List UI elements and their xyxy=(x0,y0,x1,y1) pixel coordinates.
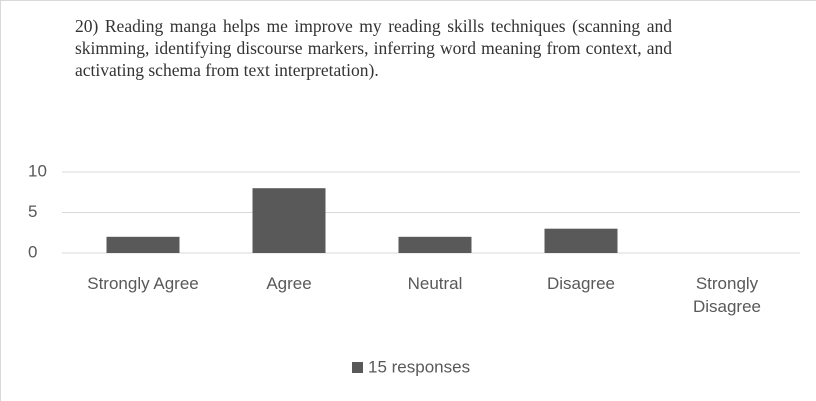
x-tick-box: Strongly Agree xyxy=(87,274,199,293)
legend-swatch xyxy=(352,362,363,373)
bar xyxy=(544,228,618,253)
bar xyxy=(252,188,326,253)
bar xyxy=(106,236,180,253)
y-tick-label: 10 xyxy=(28,161,47,180)
chart-title: 20) Reading manga helps me improve my re… xyxy=(75,16,672,80)
x-tick-box: Strongly Disagree xyxy=(692,274,762,316)
y-tick-label: 5 xyxy=(28,202,37,221)
bar xyxy=(398,236,472,253)
x-tick-label: Neutral xyxy=(407,274,463,293)
x-tick-label: Disagree xyxy=(546,274,616,293)
x-tick-label: Agree xyxy=(266,274,312,293)
x-tick-box: Agree xyxy=(266,274,312,293)
title-box: 20) Reading manga helps me improve my re… xyxy=(75,16,672,80)
x-tick-box: Disagree xyxy=(546,274,616,293)
legend-label: 15 responses xyxy=(368,357,470,376)
x-tick-label: Strongly Disagree xyxy=(692,274,762,316)
x-tick-label: Strongly Agree xyxy=(87,274,199,293)
y-tick-label: 0 xyxy=(28,242,37,261)
x-tick-box: Neutral xyxy=(407,274,463,293)
